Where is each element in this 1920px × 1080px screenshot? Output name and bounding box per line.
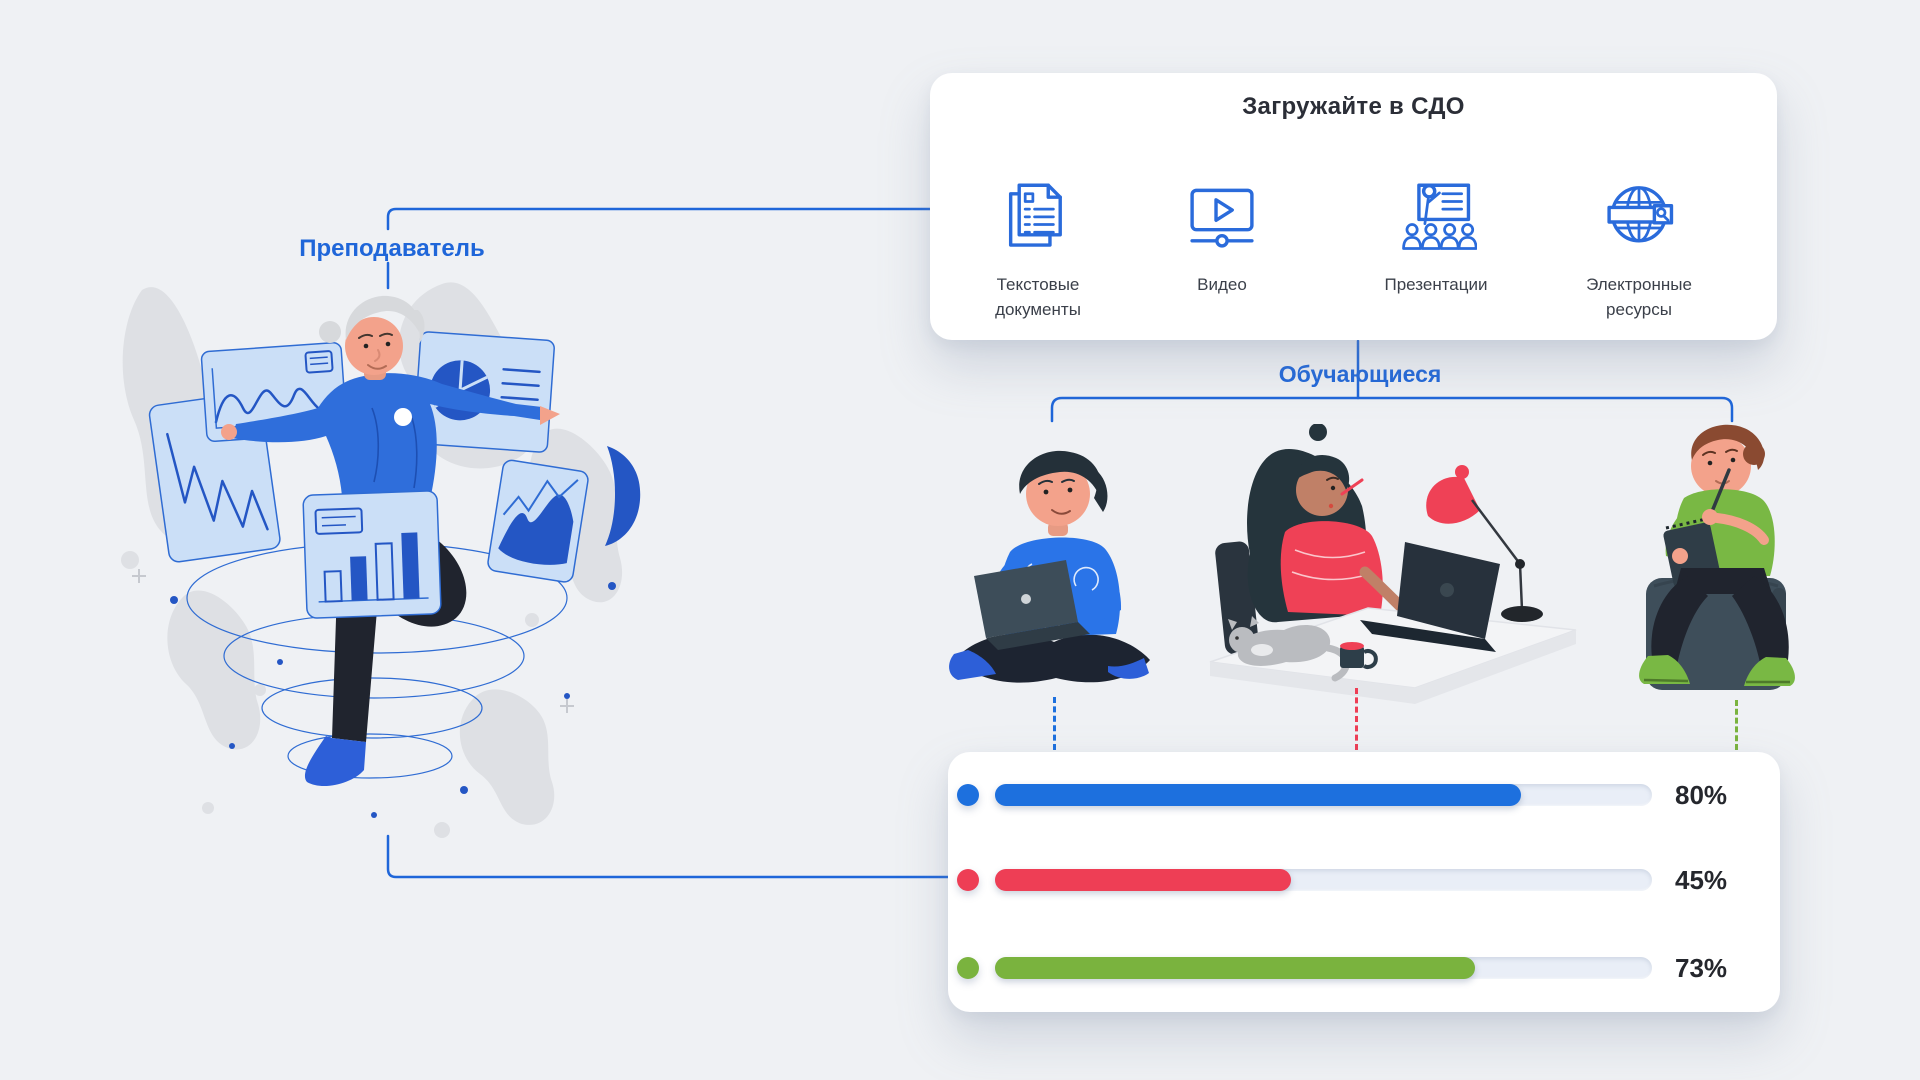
upload-card: Загружайте в СДО Текстовые документы: [930, 73, 1777, 340]
presentation-icon: [1395, 175, 1477, 257]
progress-fill-red: [995, 869, 1291, 891]
progress-value-green: 73%: [1675, 953, 1728, 983]
panel-area-chart: [487, 459, 589, 583]
students-label: Обучающиеся: [1278, 361, 1442, 387]
student-blue-illustration: [949, 450, 1150, 683]
dashed-line-student-green: [1735, 700, 1738, 750]
progress-card: 80% 45% 73%: [948, 752, 1780, 1012]
upload-item-video: Видео: [1127, 175, 1317, 298]
progress-track: [995, 957, 1652, 979]
progress-fill-blue: [995, 784, 1521, 806]
connector-students-bracket: [1050, 396, 1734, 423]
progress-track: [995, 784, 1652, 806]
progress-value-red: 45%: [1675, 865, 1728, 895]
upload-item-label: Видео: [1197, 275, 1247, 294]
orbit-dots: [170, 582, 616, 818]
progress-value-blue: 80%: [1675, 780, 1728, 810]
teacher-label: Преподаватель: [299, 235, 485, 262]
progress-row-blue: 80%: [948, 780, 1780, 810]
upload-item-label: Текстовые документы: [995, 275, 1081, 319]
progress-row-red: 45%: [948, 865, 1780, 895]
web-resources-icon: [1598, 175, 1680, 257]
progress-row-green: 73%: [948, 953, 1780, 983]
progress-track: [995, 869, 1652, 891]
text-documents-icon: [997, 175, 1079, 257]
progress-dot-red: [957, 869, 979, 891]
upload-item-web-resources: Электронные ресурсы: [1544, 175, 1734, 322]
panel-sliver-right: [605, 446, 641, 546]
video-icon: [1181, 175, 1263, 257]
progress-dot-blue: [957, 784, 979, 806]
teacher-illustration: [121, 282, 641, 838]
dashed-line-student-blue: [1053, 697, 1056, 750]
upload-item-label: Презентации: [1384, 275, 1488, 294]
upload-item-presentations: Презентации: [1341, 175, 1531, 298]
orbit-ellipses: [186, 542, 568, 779]
upload-item-label: Электронные ресурсы: [1586, 275, 1692, 319]
student-green-illustration: [1639, 424, 1795, 690]
connector-teacher-to-progress-card: [386, 834, 950, 879]
dashed-line-student-red: [1355, 688, 1358, 750]
upload-card-title: Загружайте в СДО: [1242, 93, 1465, 120]
progress-fill-green: [995, 957, 1475, 979]
connector-teacher-to-upload-card: [386, 207, 932, 231]
upload-item-text-documents: Текстовые документы: [943, 175, 1133, 322]
panel-bar-chart: [302, 490, 442, 619]
student-red-illustration: [1209, 424, 1577, 704]
progress-dot-green: [957, 957, 979, 979]
